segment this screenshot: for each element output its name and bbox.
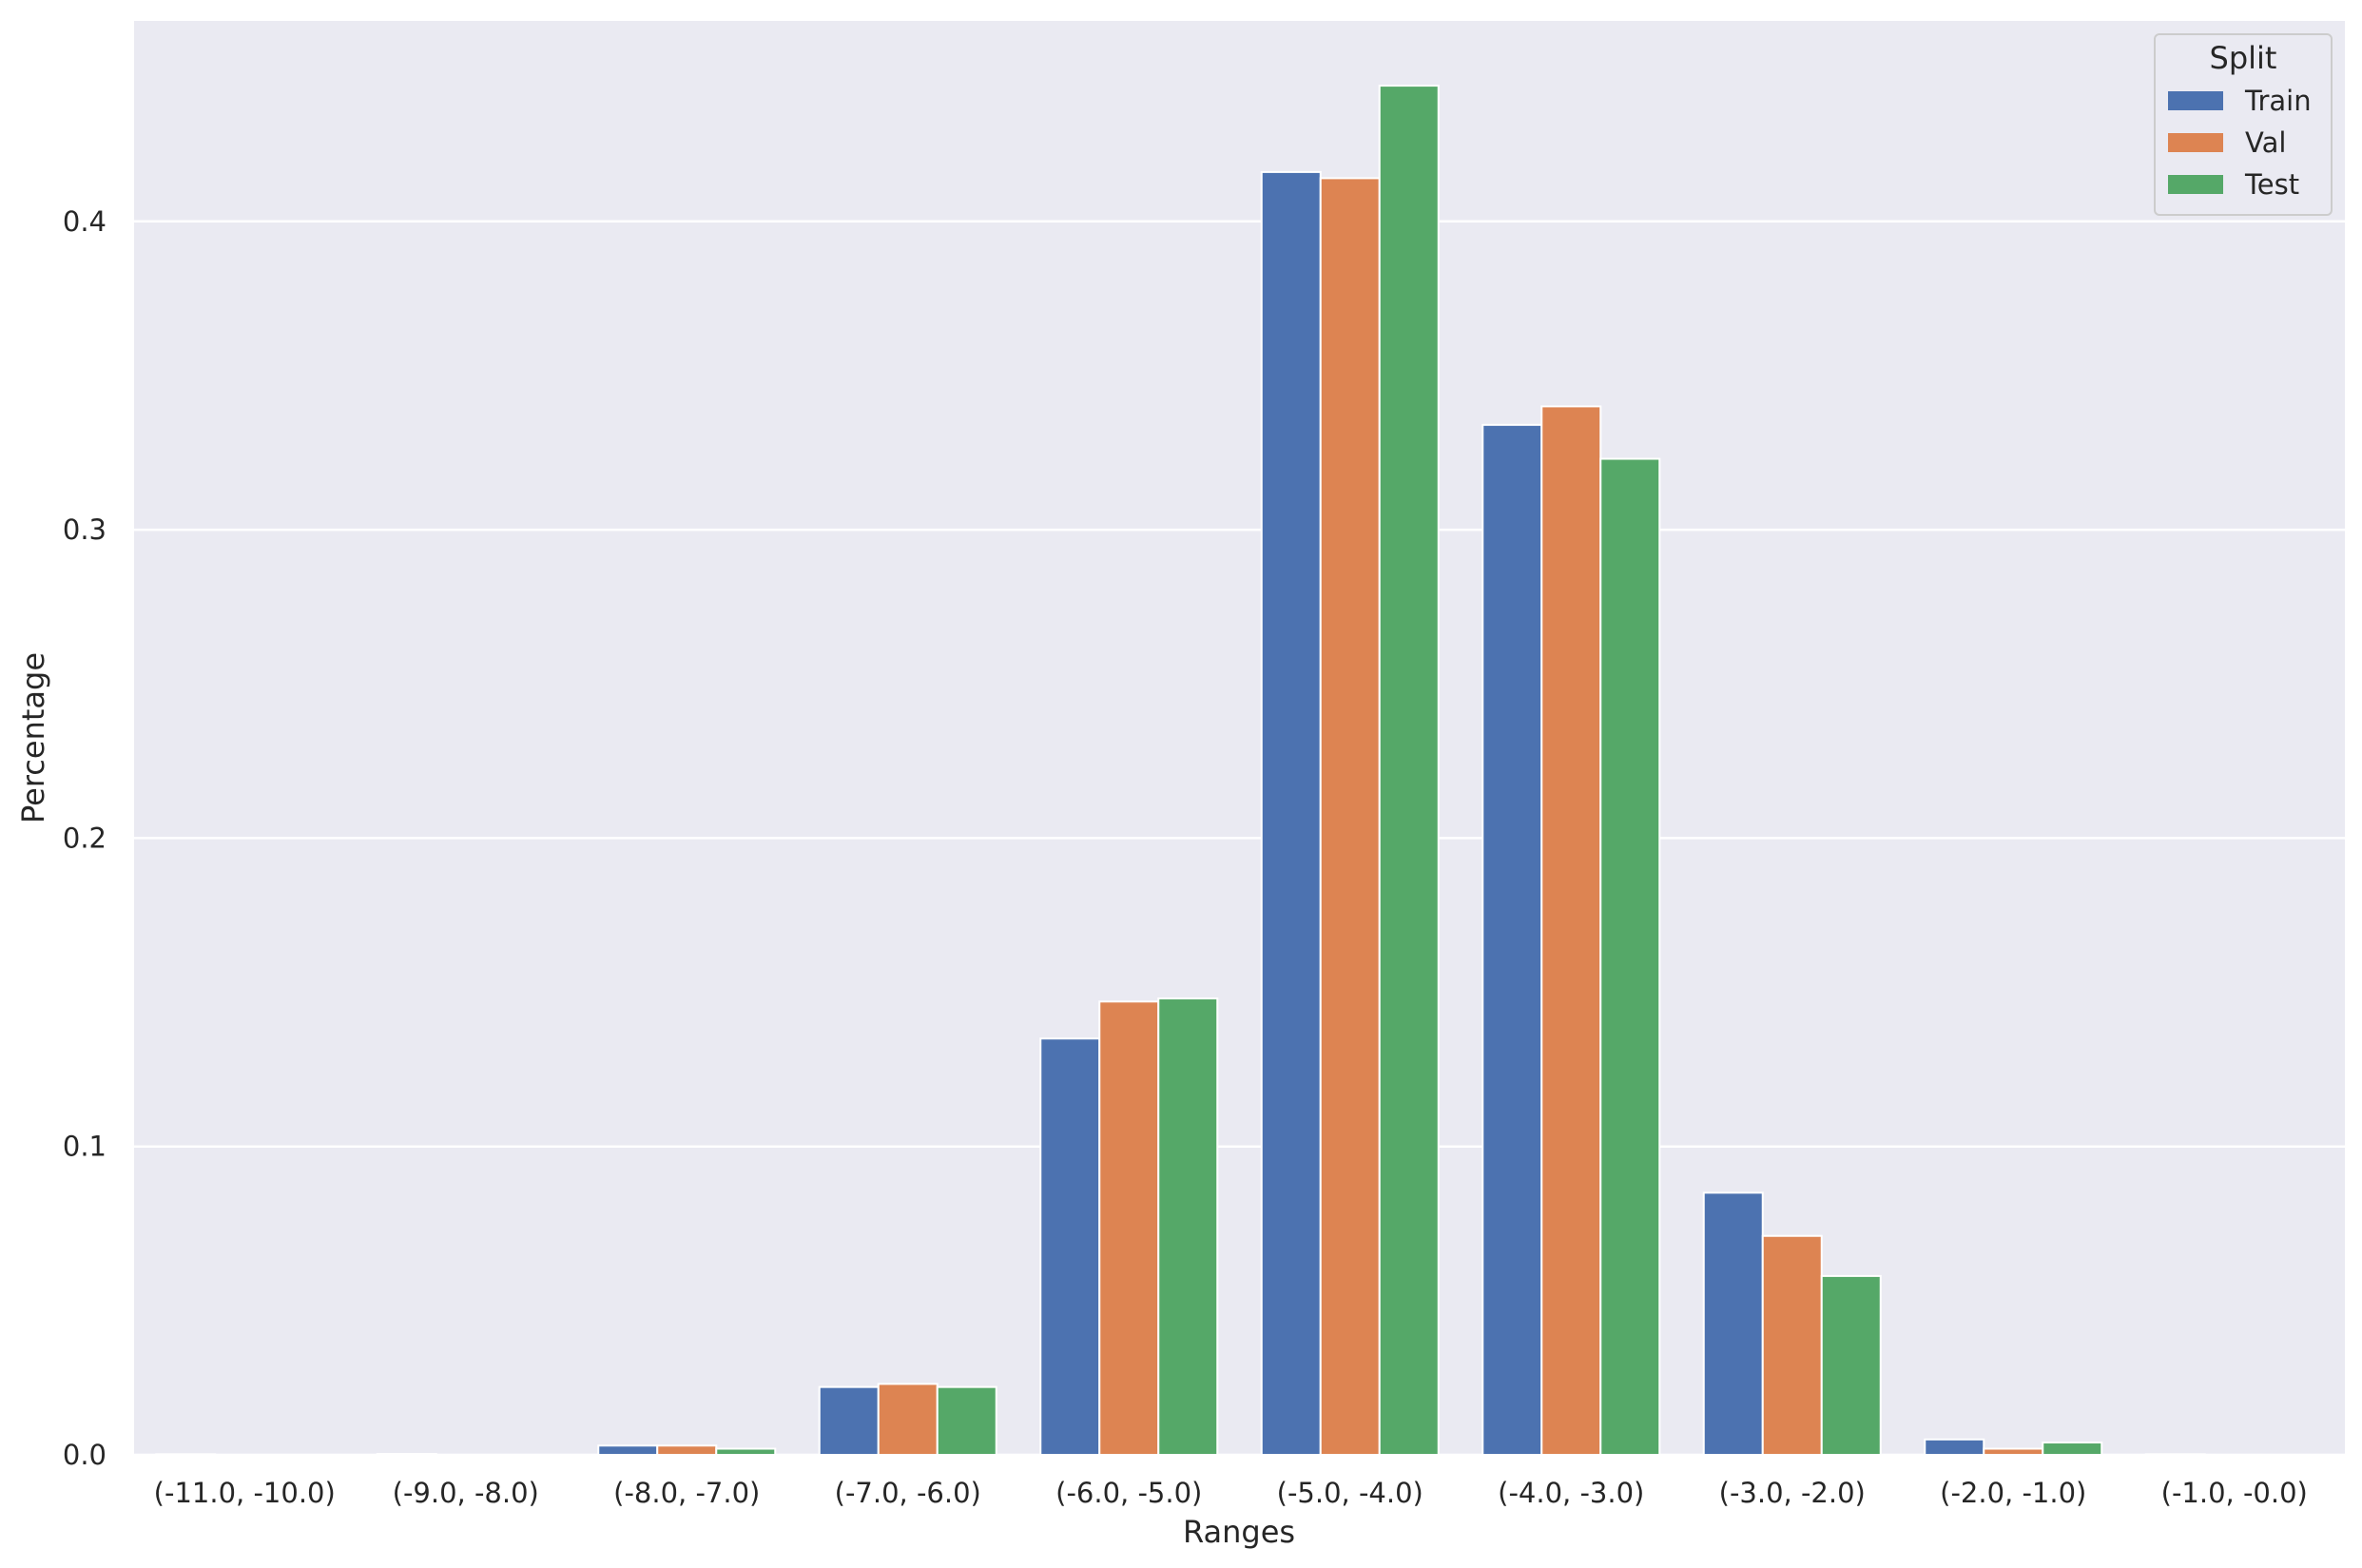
bar-train bbox=[1924, 1438, 1985, 1456]
legend: Split Train Val Test bbox=[2154, 33, 2333, 216]
bar-val bbox=[1761, 1234, 1823, 1456]
bar-test bbox=[1599, 457, 1661, 1456]
x-tick-label: (-9.0, -8.0) bbox=[393, 1477, 539, 1509]
bar-train bbox=[155, 1453, 217, 1457]
x-tick-label: (-11.0, -10.0) bbox=[154, 1477, 336, 1509]
bar-test bbox=[2042, 1442, 2103, 1456]
x-axis-title: Ranges bbox=[1183, 1514, 1295, 1550]
x-tick-label: (-3.0, -2.0) bbox=[1719, 1477, 1866, 1509]
legend-label-val: Val bbox=[2245, 126, 2286, 159]
y-tick-label: 0.3 bbox=[63, 513, 106, 546]
x-axis-ticks: (-11.0, -10.0) (-9.0, -8.0) (-8.0, -7.0) (-… bbox=[154, 1477, 2308, 1509]
y-axis-ticks: 0.0 0.1 0.2 0.3 0.4 bbox=[63, 205, 106, 1471]
x-tick-label: (-1.0, -0.0) bbox=[2161, 1477, 2308, 1509]
x-tick-label: (-8.0, -7.0) bbox=[613, 1477, 760, 1509]
bars bbox=[155, 85, 2206, 1457]
y-axis-title: Percentage bbox=[15, 652, 51, 823]
bar-test bbox=[1157, 997, 1219, 1456]
legend-title: Split bbox=[2210, 40, 2277, 76]
bar-test bbox=[1378, 85, 1440, 1456]
bar-train bbox=[1039, 1037, 1101, 1457]
bar-val bbox=[1319, 177, 1381, 1456]
bar-val bbox=[656, 1444, 718, 1457]
x-tick-label: (-7.0, -6.0) bbox=[835, 1477, 981, 1509]
bar-train bbox=[2144, 1453, 2206, 1457]
legend-label-test: Test bbox=[2244, 168, 2299, 201]
bar-train bbox=[818, 1385, 880, 1457]
bar-val bbox=[1983, 1447, 2044, 1457]
bar-val bbox=[1098, 1000, 1160, 1457]
legend-swatch-test bbox=[2168, 175, 2223, 194]
bar-train bbox=[597, 1444, 659, 1457]
y-tick-label: 0.0 bbox=[63, 1439, 106, 1471]
y-tick-label: 0.1 bbox=[63, 1131, 106, 1163]
legend-label-train: Train bbox=[2244, 85, 2312, 117]
plot-area bbox=[134, 21, 2345, 1455]
bar-val bbox=[1540, 405, 1602, 1456]
legend-swatch-train bbox=[2168, 91, 2223, 110]
legend-swatch-val bbox=[2168, 133, 2223, 152]
bar-test bbox=[936, 1385, 997, 1457]
bar-train bbox=[1702, 1191, 1764, 1457]
legend-box bbox=[2154, 33, 2333, 216]
x-tick-label: (-5.0, -4.0) bbox=[1277, 1477, 1423, 1509]
bar-train bbox=[1481, 423, 1543, 1457]
bar-test bbox=[715, 1447, 777, 1457]
y-tick-label: 0.2 bbox=[63, 822, 106, 854]
x-tick-label: (-6.0, -5.0) bbox=[1055, 1477, 1202, 1509]
bar-train bbox=[1260, 170, 1322, 1457]
bar-val bbox=[877, 1383, 939, 1457]
x-tick-label: (-2.0, -1.0) bbox=[1940, 1477, 2086, 1509]
x-tick-label: (-4.0, -3.0) bbox=[1498, 1477, 1644, 1509]
y-tick-label: 0.4 bbox=[63, 205, 106, 238]
bar-train bbox=[376, 1453, 437, 1457]
bar-test bbox=[1820, 1274, 1882, 1457]
